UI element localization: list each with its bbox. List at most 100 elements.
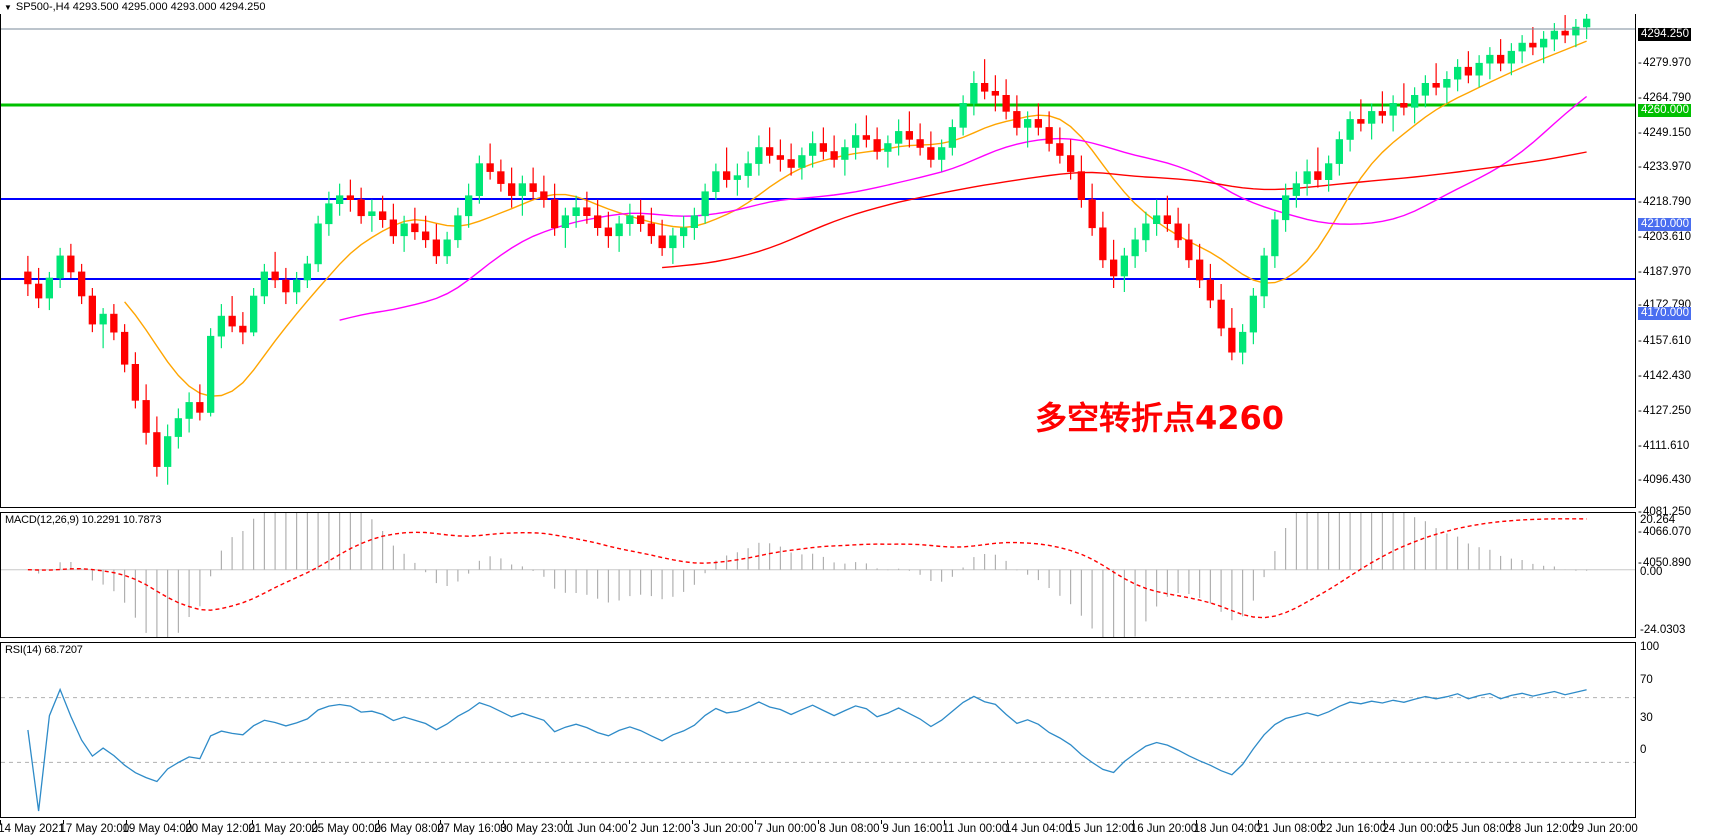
candle-body [819, 143, 827, 152]
time-axis-separator [252, 820, 253, 824]
candle-body [873, 139, 881, 152]
candle-body [1034, 119, 1042, 128]
ma-slow-line [662, 151, 1587, 269]
candle-body [1120, 255, 1128, 277]
time-axis-tick: 7 Jun 00:00 [756, 823, 817, 835]
candle-body [110, 313, 118, 333]
candle-body [787, 159, 795, 168]
candle-body [1325, 163, 1333, 181]
time-axis-tick: 24 Jun 00:00 [1382, 823, 1450, 835]
time-axis-separator [1321, 820, 1322, 824]
candle-body [583, 207, 591, 216]
time-axis-tick: 21 Jun 08:00 [1256, 823, 1324, 835]
candle-body [99, 313, 107, 325]
ma-fast-line [124, 40, 1587, 397]
candle-body [1335, 139, 1343, 164]
candle-body [669, 235, 677, 249]
candle-body [346, 195, 354, 200]
time-axis-tick: 9 Jun 16:00 [882, 823, 943, 835]
candle-body [808, 143, 817, 156]
time-axis-separator [63, 820, 64, 824]
candle-body [239, 325, 247, 333]
macd-plot-area[interactable] [1, 513, 1635, 637]
time-axis-tick: 20 May 12:00 [185, 823, 256, 835]
rsi-indicator-panel[interactable]: RSI(14) 68.7207 [0, 642, 1636, 818]
candle-body [1550, 30, 1558, 40]
candle-body [1540, 38, 1548, 48]
candle-body [884, 143, 892, 152]
chart-annotation-text: 多空转折点4260 [1035, 399, 1285, 437]
rsi-axis-tick: 100 [1640, 641, 1660, 653]
price-axis-tick: -4233.970 [1638, 161, 1691, 173]
price-y-axis[interactable]: 4294.250 -4279.970 -4264.790 4260.000 -4249.… [1638, 6, 1729, 569]
price-candlestick-svg [1, 11, 1635, 485]
price-axis-highlight-label: 4210.000 [1638, 218, 1691, 231]
candle-body [507, 183, 516, 196]
candle-body [1292, 183, 1300, 196]
candle-body [271, 271, 279, 281]
time-axis-tick: 16 Jun 20:00 [1130, 823, 1198, 835]
time-axis-separator [1070, 820, 1071, 824]
time-axis-separator [315, 820, 316, 824]
time-axis-tick: 26 May 08:00 [374, 823, 444, 835]
candle-body [550, 199, 559, 229]
candle-body [228, 315, 236, 327]
candle-body [744, 163, 752, 176]
candle-body [1260, 255, 1268, 297]
candle-body [626, 215, 634, 224]
candle-body [755, 147, 763, 164]
candle-body [798, 155, 806, 168]
rsi-y-axis: 100 70 30 0 [1638, 641, 1729, 818]
candle-body [1067, 155, 1075, 172]
time-axis-separator [1384, 820, 1385, 824]
candle-body [1529, 42, 1537, 48]
price-axis-tick: -4081.250 [1638, 506, 1691, 518]
candle-body [1400, 103, 1408, 108]
candle-body [1077, 171, 1085, 201]
candle-body [561, 215, 569, 228]
candle-body [411, 223, 419, 233]
candle-body [1206, 279, 1214, 301]
rsi-label: RSI(14) 68.7207 [5, 644, 83, 656]
candle-body [1163, 215, 1171, 224]
price-plot-area[interactable] [1, 7, 1635, 507]
candle-body [400, 223, 408, 237]
candle-body [765, 147, 774, 156]
candle-body [1013, 111, 1021, 128]
time-axis-tick: 21 May 20:00 [248, 823, 318, 835]
macd-indicator-panel[interactable]: MACD(12,26,9) 10.2291 10.7873 [0, 512, 1636, 638]
price-axis-tick: -4264.790 [1638, 92, 1691, 104]
rsi-line [27, 687, 1587, 812]
candle-body [1239, 331, 1247, 353]
candle-body [905, 131, 913, 140]
candle-body [1002, 95, 1010, 112]
candle-body [464, 195, 473, 217]
candle-body [303, 263, 311, 281]
time-axis-tick: 14 Jun 04:00 [1004, 823, 1072, 835]
candle-body [314, 223, 322, 265]
time-axis-tick: 8 Jun 08:00 [819, 823, 880, 835]
candle-body [970, 83, 978, 104]
rsi-axis-tick: 70 [1640, 674, 1653, 686]
caret-down-icon[interactable]: ▼ [4, 2, 12, 12]
rsi-plot-area[interactable] [1, 643, 1635, 817]
symbol-timeframe-label: SP500-,H4 4293.500 4295.000 4293.000 429… [15, 1, 266, 13]
time-axis[interactable]: 14 May 2021 17 May 20:00 19 May 04:00 20 Ma… [0, 820, 1729, 840]
candle-body [67, 255, 75, 273]
candle-body [56, 255, 64, 279]
time-axis-separator [378, 820, 379, 824]
candle-body [851, 135, 860, 148]
candle-body [153, 432, 161, 467]
candle-body [1142, 223, 1150, 241]
candle-body [497, 171, 505, 184]
time-axis-separator [566, 820, 567, 824]
candle-body [690, 215, 698, 228]
price-axis-highlight-label: 4260.000 [1638, 104, 1691, 117]
candle-body [1486, 54, 1494, 64]
candle-body [1475, 62, 1483, 76]
price-chart-panel[interactable] [0, 6, 1636, 508]
candle-body [1228, 327, 1236, 353]
candle-body [948, 127, 956, 148]
candle-body [1443, 79, 1451, 88]
price-axis-tick: -4279.970 [1638, 57, 1691, 69]
